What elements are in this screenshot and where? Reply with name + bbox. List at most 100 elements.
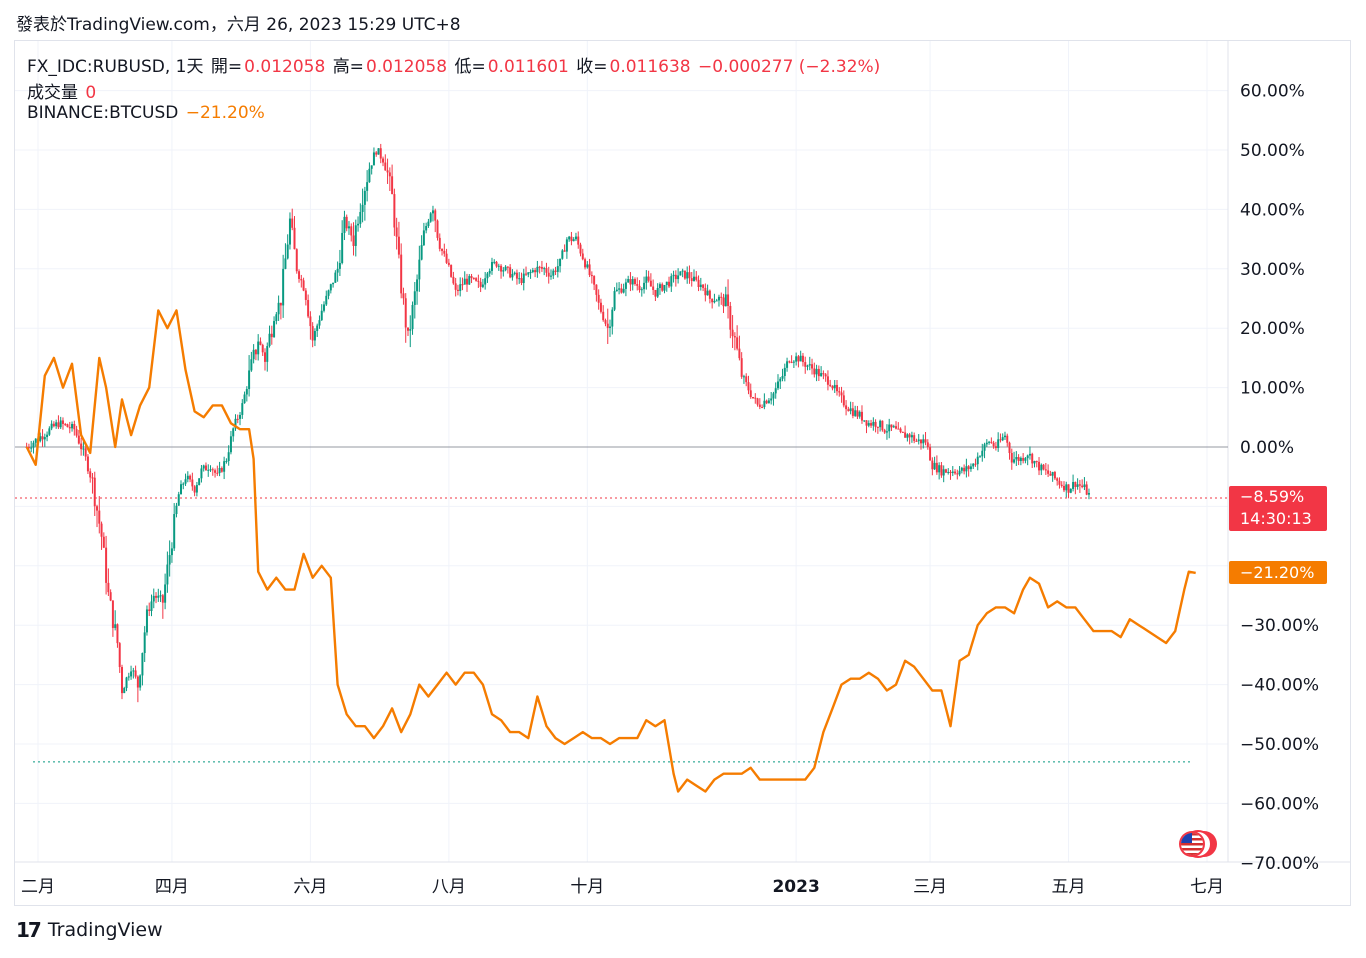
candle-body	[572, 239, 575, 242]
candle-body	[320, 310, 323, 321]
candle-body	[1074, 481, 1077, 487]
candle-body	[388, 172, 391, 177]
candle-body	[758, 404, 761, 407]
candle-body	[781, 376, 784, 379]
candle-body	[658, 284, 661, 289]
candle-body	[883, 430, 886, 433]
candle-body	[395, 227, 398, 237]
y-tick-label: 0.00%	[1240, 438, 1294, 458]
candle-body	[733, 336, 736, 338]
candle-body	[343, 216, 346, 233]
candle-body	[938, 465, 941, 473]
candle-body	[486, 273, 489, 279]
candle-body	[288, 218, 291, 245]
candle-body	[341, 232, 344, 264]
candle-body	[495, 261, 498, 267]
candle-body	[826, 376, 829, 385]
candle-body	[620, 288, 623, 293]
candle-body	[434, 210, 437, 221]
legend-compare: BINANCE:BTCUSD −21.20%	[27, 103, 267, 123]
candle-body	[552, 270, 555, 276]
candle-body	[770, 398, 773, 401]
candle-body	[148, 609, 151, 611]
tradingview-branding[interactable]: 𝟭𝟳 TradingView	[16, 918, 163, 942]
candle-body	[874, 421, 877, 427]
candle-body	[493, 261, 496, 263]
candle-body	[831, 386, 834, 389]
candle-body	[234, 418, 237, 429]
legend-volume-label[interactable]: 成交量	[27, 83, 78, 103]
candle-body	[574, 236, 577, 240]
grid-lines	[15, 41, 1351, 863]
candle-body	[647, 276, 650, 281]
candle-body	[164, 584, 167, 603]
candle-body	[50, 423, 53, 429]
candle-body	[606, 323, 609, 328]
x-tick-label: 七月	[1190, 877, 1224, 897]
candle-body	[708, 290, 711, 299]
legend-compare-symbol[interactable]: BINANCE:BTCUSD	[27, 103, 179, 123]
y-tick-label: −60.00%	[1240, 794, 1319, 814]
candle-body	[52, 423, 55, 427]
candle-body	[876, 426, 879, 428]
candle-body	[370, 165, 373, 169]
btcusd-line	[25, 309, 1196, 793]
candle-body	[468, 276, 471, 285]
candle-body	[354, 225, 357, 246]
candle-body	[195, 485, 198, 493]
candle-body	[688, 272, 691, 279]
candle-body	[856, 410, 859, 417]
candle-body	[27, 447, 30, 449]
legend-low-value: 0.011601	[487, 57, 569, 77]
candle-body	[420, 245, 423, 260]
candle-body	[954, 471, 957, 474]
candle-body	[68, 427, 71, 429]
legend-volume-value: 0	[85, 83, 97, 103]
candle-body	[1040, 464, 1043, 471]
candle-body	[327, 290, 330, 296]
candle-body	[1062, 485, 1065, 491]
candle-body	[1031, 453, 1034, 464]
candle-body	[529, 272, 532, 274]
candle-body	[254, 349, 257, 355]
candle-body	[477, 280, 480, 282]
candle-body	[604, 320, 607, 324]
candle-body	[1051, 472, 1054, 476]
candle-body	[459, 284, 462, 291]
candle-body	[879, 420, 882, 428]
candle-body	[581, 253, 584, 260]
candle-body	[838, 391, 841, 393]
candle-body	[615, 289, 618, 292]
candle-body	[132, 670, 135, 672]
candle-body	[638, 285, 641, 291]
candle-body	[431, 210, 434, 214]
candle-body	[130, 671, 133, 677]
candle-body	[361, 204, 364, 212]
candle-body	[783, 367, 786, 377]
btcusd-series-line	[25, 309, 1196, 793]
candle-body	[563, 250, 566, 252]
candle-body	[155, 595, 158, 598]
candle-body	[958, 470, 961, 475]
candle-body	[429, 213, 432, 222]
candle-body	[1067, 484, 1070, 493]
candle-body	[82, 448, 85, 450]
us-flag-icon[interactable]	[1176, 828, 1220, 860]
candle-body	[849, 408, 852, 412]
candle-body	[286, 244, 289, 259]
candle-body	[872, 421, 875, 426]
candle-body	[806, 365, 809, 367]
candle-body	[375, 152, 378, 155]
candle-body	[790, 361, 793, 363]
legend-symbol[interactable]: FX_IDC:RUBUSD, 1天	[27, 57, 204, 77]
candle-body	[618, 288, 621, 290]
candle-body	[908, 434, 911, 438]
candle-body	[61, 420, 64, 424]
candle-body	[965, 466, 968, 472]
x-tick-label: 八月	[432, 877, 466, 897]
candle-body	[690, 278, 693, 281]
candle-body	[665, 281, 668, 286]
y-tick-label: 10.00%	[1240, 379, 1305, 399]
candle-body	[127, 676, 130, 678]
